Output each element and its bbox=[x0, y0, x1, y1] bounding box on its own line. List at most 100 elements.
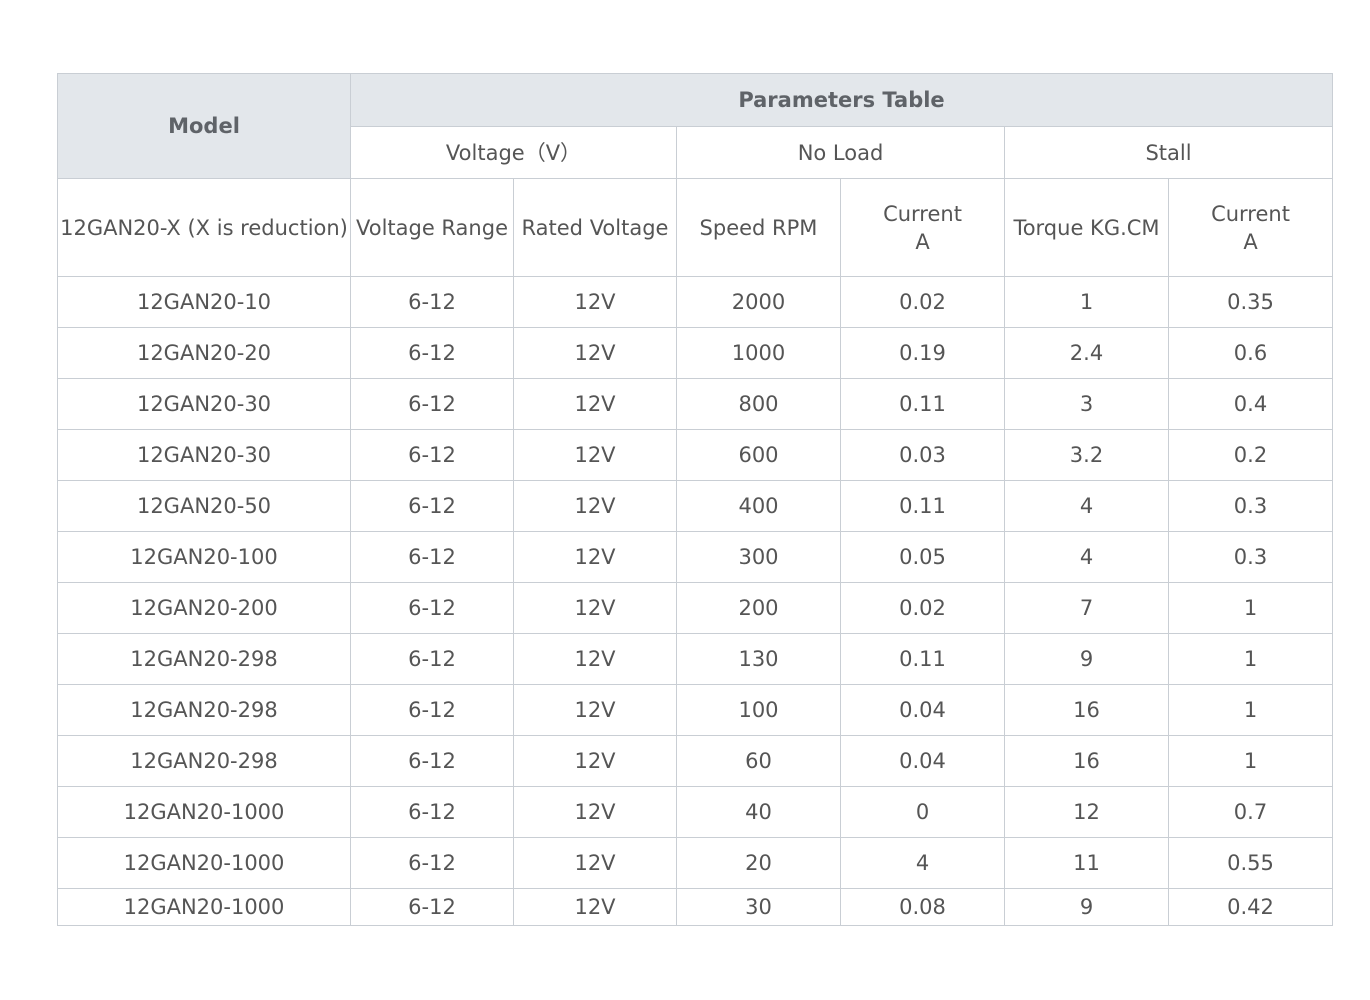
cell-text: 6-12 bbox=[408, 647, 456, 671]
cell-text: 0.04 bbox=[899, 749, 946, 773]
cell-text: 12GAN20-1000 bbox=[123, 895, 285, 919]
table-cell: 12GAN20-200 bbox=[57, 582, 351, 634]
table-cell: 0.55 bbox=[1168, 837, 1333, 889]
cell-text: 130 bbox=[738, 647, 779, 671]
table-cell: 400 bbox=[676, 480, 841, 532]
cell-text: Current bbox=[883, 201, 962, 226]
cell-text: 0.11 bbox=[899, 494, 946, 518]
table-cell: 40 bbox=[676, 786, 841, 838]
table-cell: 12V bbox=[513, 378, 677, 430]
cell-text: 0.7 bbox=[1233, 800, 1268, 824]
cell-text: 2000 bbox=[731, 290, 786, 314]
table-cell: 4 bbox=[1004, 531, 1169, 583]
cell-text: 6-12 bbox=[408, 392, 456, 416]
cell-text: A bbox=[1243, 229, 1258, 254]
cell-text: 12V bbox=[574, 596, 616, 620]
table-cell: 12V bbox=[513, 888, 677, 926]
cell-text: 12GAN20-1000 bbox=[123, 800, 285, 824]
cell-text: 12V bbox=[574, 647, 616, 671]
cell-text: 4 bbox=[1079, 494, 1094, 518]
table-cell: 0.02 bbox=[840, 276, 1005, 328]
table-cell: 16 bbox=[1004, 735, 1169, 787]
column-header: Rated Voltage bbox=[513, 178, 677, 277]
cell-text: Rated Voltage bbox=[521, 215, 669, 240]
cell-text: 12GAN20-50 bbox=[136, 494, 272, 518]
cell-text: 0.05 bbox=[899, 545, 946, 569]
cell-text: 6-12 bbox=[408, 800, 456, 824]
cell-text: 12V bbox=[574, 494, 616, 518]
model-header: Model bbox=[57, 73, 351, 179]
cell-text: 16 bbox=[1073, 749, 1100, 773]
cell-text: 30 bbox=[745, 895, 772, 919]
table-cell: 12GAN20-1000 bbox=[57, 888, 351, 926]
table-cell: 9 bbox=[1004, 633, 1169, 685]
cell-text: 100 bbox=[738, 698, 779, 722]
cell-text: 6-12 bbox=[408, 545, 456, 569]
table-cell: 12V bbox=[513, 327, 677, 379]
cell-text: 0 bbox=[915, 800, 930, 824]
cell-text: 4 bbox=[915, 851, 930, 875]
cell-text: 6-12 bbox=[408, 749, 456, 773]
cell-text: 60 bbox=[745, 749, 772, 773]
table-cell: 12 bbox=[1004, 786, 1169, 838]
cell-text: 12GAN20-30 bbox=[136, 443, 272, 467]
cell-text: 6-12 bbox=[408, 596, 456, 620]
cell-text: 6-12 bbox=[408, 895, 456, 919]
table-cell: 3 bbox=[1004, 378, 1169, 430]
table-cell: 0.02 bbox=[840, 582, 1005, 634]
cell-text: 0.42 bbox=[1227, 895, 1274, 919]
cell-text: 0.08 bbox=[899, 895, 946, 919]
table-cell: 12V bbox=[513, 582, 677, 634]
cell-text: 16 bbox=[1073, 698, 1100, 722]
table-cell: 800 bbox=[676, 378, 841, 430]
table-cell: 0.05 bbox=[840, 531, 1005, 583]
cell-text: 12GAN20-298 bbox=[130, 749, 278, 773]
cell-text: 1 bbox=[1243, 596, 1258, 620]
cell-text: 12GAN20-298 bbox=[130, 698, 278, 722]
cell-text: Stall bbox=[1145, 140, 1192, 165]
table-cell: 9 bbox=[1004, 888, 1169, 926]
table-cell: 6-12 bbox=[350, 378, 514, 430]
table-cell: 12GAN20-1000 bbox=[57, 786, 351, 838]
cell-text: 12V bbox=[574, 749, 616, 773]
table-cell: 12V bbox=[513, 684, 677, 736]
table-cell: 12GAN20-50 bbox=[57, 480, 351, 532]
table-cell: 0.04 bbox=[840, 684, 1005, 736]
table-cell: 12V bbox=[513, 429, 677, 481]
cell-text: 20 bbox=[745, 851, 772, 875]
table-cell: 1 bbox=[1168, 684, 1333, 736]
table-cell: 0.08 bbox=[840, 888, 1005, 926]
cell-text: 0.19 bbox=[899, 341, 946, 365]
cell-text: 0.02 bbox=[899, 596, 946, 620]
cell-text: 12V bbox=[574, 443, 616, 467]
table-cell: 6-12 bbox=[350, 480, 514, 532]
cell-text: Speed RPM bbox=[699, 215, 818, 240]
table-cell: 1 bbox=[1168, 633, 1333, 685]
table-cell: 6-12 bbox=[350, 429, 514, 481]
table-cell: 12V bbox=[513, 633, 677, 685]
cell-text: 300 bbox=[738, 545, 779, 569]
cell-text: 12GAN20-100 bbox=[130, 545, 278, 569]
cell-text: 800 bbox=[738, 392, 779, 416]
table-cell: 12GAN20-298 bbox=[57, 735, 351, 787]
table-cell: 1000 bbox=[676, 327, 841, 379]
table-cell: 11 bbox=[1004, 837, 1169, 889]
table-cell: 0.11 bbox=[840, 633, 1005, 685]
cell-text: Model bbox=[168, 114, 240, 138]
table-cell: 4 bbox=[1004, 480, 1169, 532]
cell-text: 12V bbox=[574, 800, 616, 824]
cell-text: 1000 bbox=[731, 341, 786, 365]
table-cell: 6-12 bbox=[350, 633, 514, 685]
cell-text: 12GAN20-20 bbox=[136, 341, 272, 365]
cell-text: 1 bbox=[1079, 290, 1094, 314]
table-cell: 12GAN20-30 bbox=[57, 429, 351, 481]
table-cell: 7 bbox=[1004, 582, 1169, 634]
cell-text: 3.2 bbox=[1069, 443, 1104, 467]
cell-text: Voltage Range bbox=[355, 215, 508, 240]
table-cell: 0.7 bbox=[1168, 786, 1333, 838]
table-cell: 0.04 bbox=[840, 735, 1005, 787]
table-cell: 4 bbox=[840, 837, 1005, 889]
cell-text: 4 bbox=[1079, 545, 1094, 569]
